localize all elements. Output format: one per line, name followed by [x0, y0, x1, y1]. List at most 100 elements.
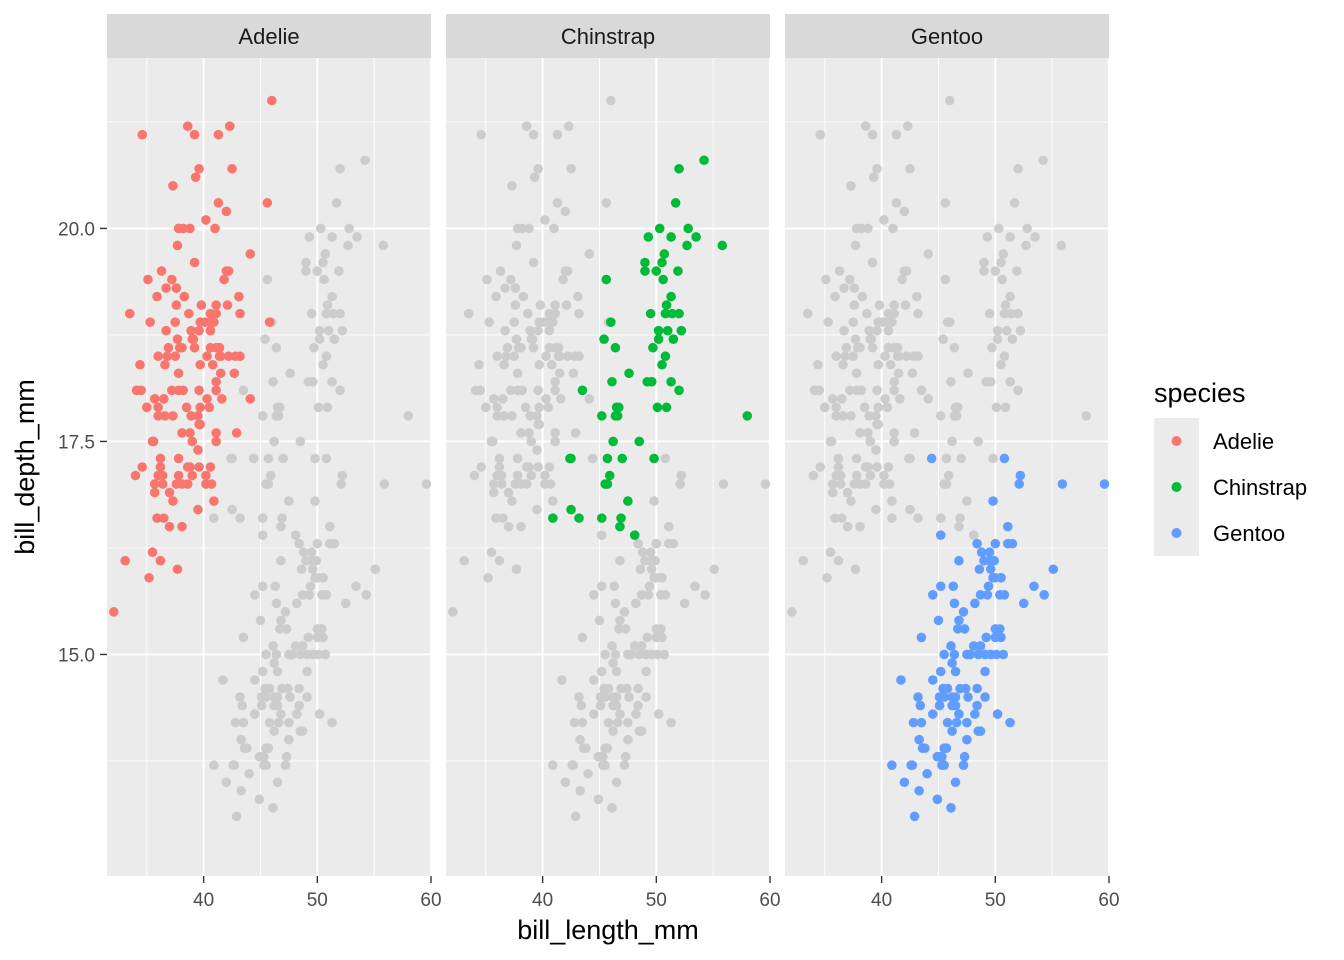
point-adelie — [152, 291, 162, 302]
point-background-chinstrap — [335, 308, 345, 319]
point-adelie — [193, 411, 203, 421]
point-background-gentoo — [261, 692, 271, 702]
point-gentoo — [954, 555, 964, 566]
point-background-gentoo — [620, 751, 631, 762]
point-background-adelie — [503, 487, 514, 498]
point-background-chinstrap — [985, 376, 996, 387]
point-background-gentoo — [548, 760, 558, 771]
point-background-adelie — [518, 291, 529, 302]
point-background-adelie — [882, 402, 893, 413]
point-adelie — [194, 462, 204, 472]
point-background-gentoo — [583, 768, 593, 779]
point-adelie — [202, 351, 212, 362]
point-background-gentoo — [249, 675, 260, 685]
point-background-gentoo — [321, 453, 332, 464]
point-gentoo — [990, 538, 1001, 549]
point-background-gentoo — [257, 530, 268, 540]
panel-background-adelie — [107, 58, 431, 876]
point-background-adelie — [879, 215, 889, 225]
point-gentoo — [995, 590, 1005, 600]
point-gentoo — [927, 709, 938, 719]
point-gentoo — [962, 734, 972, 745]
point-background-gentoo — [569, 717, 580, 728]
point-background-adelie — [550, 300, 560, 310]
point-chinstrap — [577, 385, 588, 396]
point-background-adelie — [533, 385, 543, 396]
point-background-adelie — [506, 385, 516, 396]
point-background-adelie — [525, 411, 535, 421]
point-background-adelie — [923, 249, 934, 259]
point-background-adelie — [516, 428, 526, 438]
point-gentoo — [976, 547, 987, 558]
x-axes: 40 50 60 40 50 60 40 50 60 — [193, 876, 1120, 911]
point-background-adelie — [545, 479, 556, 489]
point-background-chinstrap — [343, 240, 353, 251]
point-background-chinstrap — [262, 274, 273, 285]
point-background-adelie — [541, 351, 551, 362]
point-background-chinstrap — [953, 402, 963, 413]
point-background-adelie — [821, 274, 831, 285]
point-background-gentoo — [679, 598, 690, 609]
point-background-adelie — [550, 436, 560, 447]
point-background-adelie — [550, 385, 560, 396]
point-background-gentoo — [760, 479, 771, 489]
point-background-adelie — [940, 198, 951, 208]
point-adelie — [173, 453, 184, 464]
point-background-adelie — [850, 240, 861, 251]
point-background-gentoo — [269, 700, 279, 711]
x-tick-label: 40 — [871, 890, 892, 911]
point-background-chinstrap — [304, 232, 315, 242]
point-background-chinstrap — [318, 257, 328, 268]
point-adelie — [162, 351, 173, 362]
point-chinstrap — [629, 530, 640, 540]
point-background-adelie — [837, 394, 847, 404]
point-background-adelie — [549, 223, 559, 234]
point-background-gentoo — [575, 785, 585, 796]
x-tick-label: 40 — [532, 890, 553, 911]
point-background-chinstrap — [955, 513, 965, 523]
point-background-adelie — [510, 283, 521, 293]
point-adelie — [224, 121, 235, 131]
point-adelie — [234, 291, 244, 302]
point-gentoo — [1057, 479, 1068, 489]
point-background-adelie — [871, 445, 881, 455]
point-background-adelie — [872, 163, 882, 174]
point-background-gentoo — [603, 717, 614, 728]
point-gentoo — [972, 683, 982, 694]
point-background-chinstrap — [209, 513, 219, 523]
point-background-chinstrap — [269, 436, 279, 447]
point-adelie — [156, 266, 167, 276]
point-background-adelie — [839, 325, 849, 336]
point-background-chinstrap — [1038, 155, 1048, 166]
point-adelie — [187, 436, 198, 447]
point-background-gentoo — [271, 598, 282, 609]
point-gentoo — [992, 709, 1003, 719]
point-gentoo — [988, 496, 998, 506]
point-background-gentoo — [302, 649, 312, 660]
point-background-gentoo — [292, 598, 302, 609]
point-background-chinstrap — [378, 240, 389, 251]
point-background-chinstrap — [337, 325, 348, 336]
point-adelie — [201, 470, 211, 481]
point-background-gentoo — [575, 734, 585, 745]
point-background-adelie — [864, 325, 874, 336]
point-background-gentoo — [284, 649, 294, 660]
point-background-adelie — [839, 283, 849, 293]
point-background-chinstrap — [320, 249, 331, 259]
point-background-adelie — [885, 317, 896, 327]
point-chinstrap — [610, 342, 621, 353]
point-background-adelie — [889, 376, 899, 387]
point-adelie — [177, 428, 187, 438]
point-background-adelie — [500, 325, 510, 336]
point-background-chinstrap — [309, 342, 319, 353]
point-background-gentoo — [318, 632, 328, 643]
point-background-gentoo — [255, 615, 266, 626]
point-background-gentoo — [596, 581, 607, 592]
point-gentoo — [962, 649, 972, 660]
point-background-chinstrap — [938, 334, 948, 344]
point-background-chinstrap — [1005, 291, 1015, 302]
panel-background-gentoo — [785, 58, 1109, 876]
point-chinstrap — [670, 198, 681, 208]
point-chinstrap — [601, 274, 612, 285]
x-tick-label: 60 — [420, 890, 441, 911]
